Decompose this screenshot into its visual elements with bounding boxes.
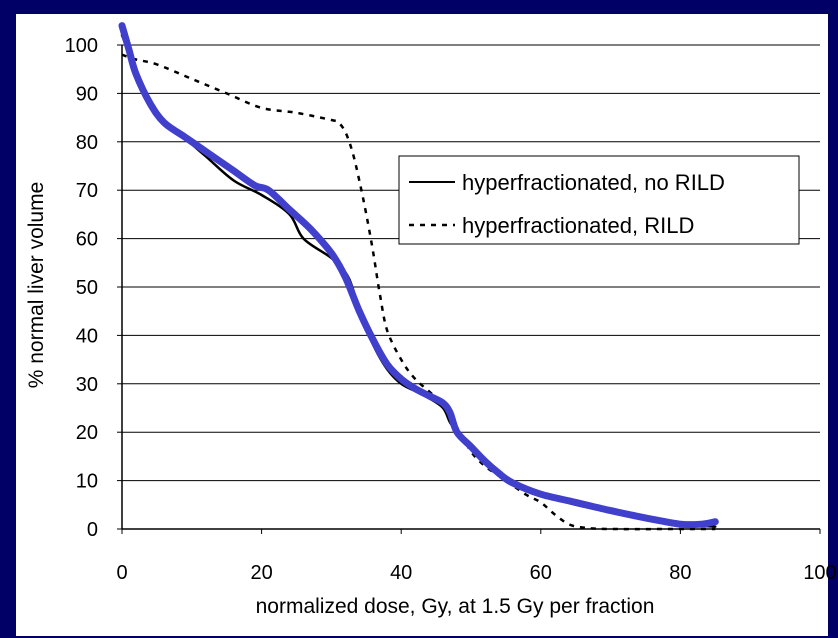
y-tick-label-70: 70	[76, 180, 98, 202]
y-tick-label-50: 50	[76, 277, 98, 299]
data-series	[118, 22, 719, 531]
legend-box	[398, 155, 800, 245]
legend-label-rild: hyperfractionated, RILD	[462, 213, 694, 238]
legend: hyperfractionated, no RILD hyperfraction…	[398, 155, 800, 245]
x-axis-title: normalized dose, Gy, at 1.5 Gy per fract…	[256, 595, 655, 618]
series-rild-line	[121, 53, 716, 531]
y-tick-label-100: 100	[65, 35, 98, 57]
x-tick-labels: 0 20 40 60 80 100	[116, 562, 836, 584]
y-tick-label-80: 80	[76, 132, 98, 154]
x-tick-label-20: 20	[250, 562, 272, 584]
x-tick-label-60: 60	[530, 562, 552, 584]
y-tick-label-0: 0	[87, 519, 98, 541]
y-tick-label-40: 40	[76, 325, 98, 347]
y-tick-labels: 0 10 20 30 40 50 60 70 80 90 100	[65, 35, 98, 541]
y-tick-label-60: 60	[76, 229, 98, 251]
y-tick-label-10: 10	[76, 471, 98, 493]
x-tick-label-80: 80	[669, 562, 691, 584]
y-tick-label-20: 20	[76, 422, 98, 444]
x-tick-label-40: 40	[390, 562, 412, 584]
x-tick-label-0: 0	[116, 562, 127, 584]
y-tick-label-90: 90	[76, 83, 98, 105]
y-tick-label-30: 30	[76, 374, 98, 396]
x-tick-label-100: 100	[803, 562, 836, 584]
y-axis-title: % normal liver volume	[25, 182, 48, 389]
series-fit-curve	[118, 22, 719, 529]
chart-background	[16, 14, 828, 636]
legend-label-no-rild: hyperfractionated, no RILD	[462, 170, 725, 195]
